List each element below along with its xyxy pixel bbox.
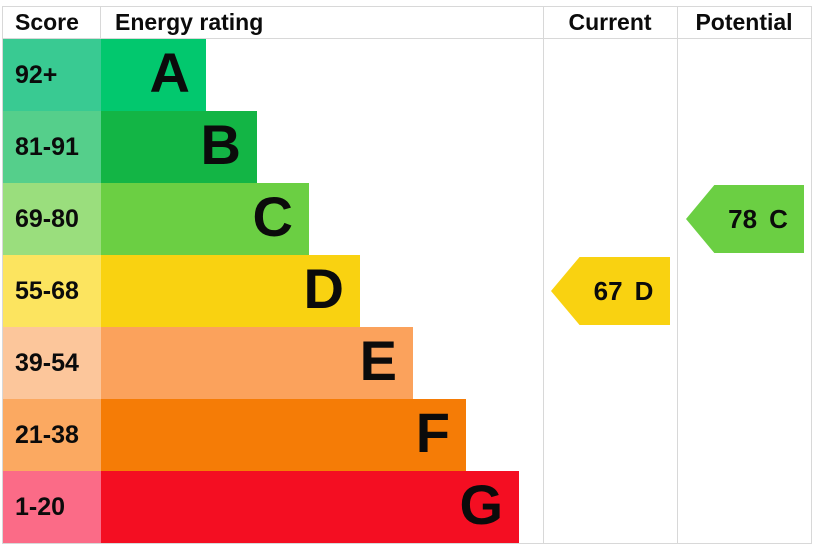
current-rating-arrow: 67 D <box>551 257 670 325</box>
band-letter: C <box>252 185 293 248</box>
band-letter: D <box>303 257 344 320</box>
energy-rating-column-header: Energy rating <box>115 9 264 35</box>
band-row: 81-91 B <box>3 111 811 183</box>
band-row: 21-38 F <box>3 399 811 471</box>
potential-rating-band: C <box>769 203 788 234</box>
band-bar: B <box>101 111 257 183</box>
band-score-range: 92+ <box>3 39 101 111</box>
band-row: 55-68 D <box>3 255 811 327</box>
potential-rating-arrow: 78 C <box>686 185 804 253</box>
potential-column-divider <box>677 7 678 543</box>
band-bar: G <box>101 471 519 543</box>
band-row: 1-20 G <box>3 471 811 543</box>
band-bar: D <box>101 255 360 327</box>
potential-rating-value: 78 <box>728 203 758 234</box>
band-letter: A <box>149 41 190 104</box>
band-score-range: 81-91 <box>3 111 101 183</box>
rating-bands: 92+ A 81-91 B 69-80 C 55-68 D 39-54 E 21… <box>3 39 811 543</box>
current-column-divider <box>543 7 544 543</box>
band-score-range: 21-38 <box>3 399 101 471</box>
band-score-range: 1-20 <box>3 471 101 543</box>
band-letter: G <box>459 473 503 536</box>
current-rating-band: D <box>634 275 654 306</box>
band-letter: E <box>359 329 397 392</box>
band-score-range: 39-54 <box>3 327 101 399</box>
epc-table: Score Energy rating Current Potential 92… <box>2 6 812 544</box>
band-row: 92+ A <box>3 39 811 111</box>
table-header-row: Score Energy rating Current Potential <box>3 7 811 39</box>
band-letter: F <box>415 401 450 464</box>
current-rating-value: 67 <box>593 275 623 306</box>
band-bar: A <box>101 39 206 111</box>
band-bar: C <box>101 183 309 255</box>
current-column-header: Current <box>568 9 652 35</box>
band-letter: B <box>200 113 241 176</box>
potential-column-header: Potential <box>695 9 793 35</box>
score-column-header: Score <box>3 7 101 38</box>
band-row: 69-80 C <box>3 183 811 255</box>
band-score-range: 69-80 <box>3 183 101 255</box>
band-bar: E <box>101 327 413 399</box>
band-bar: F <box>101 399 466 471</box>
band-score-range: 55-68 <box>3 255 101 327</box>
band-row: 39-54 E <box>3 327 811 399</box>
